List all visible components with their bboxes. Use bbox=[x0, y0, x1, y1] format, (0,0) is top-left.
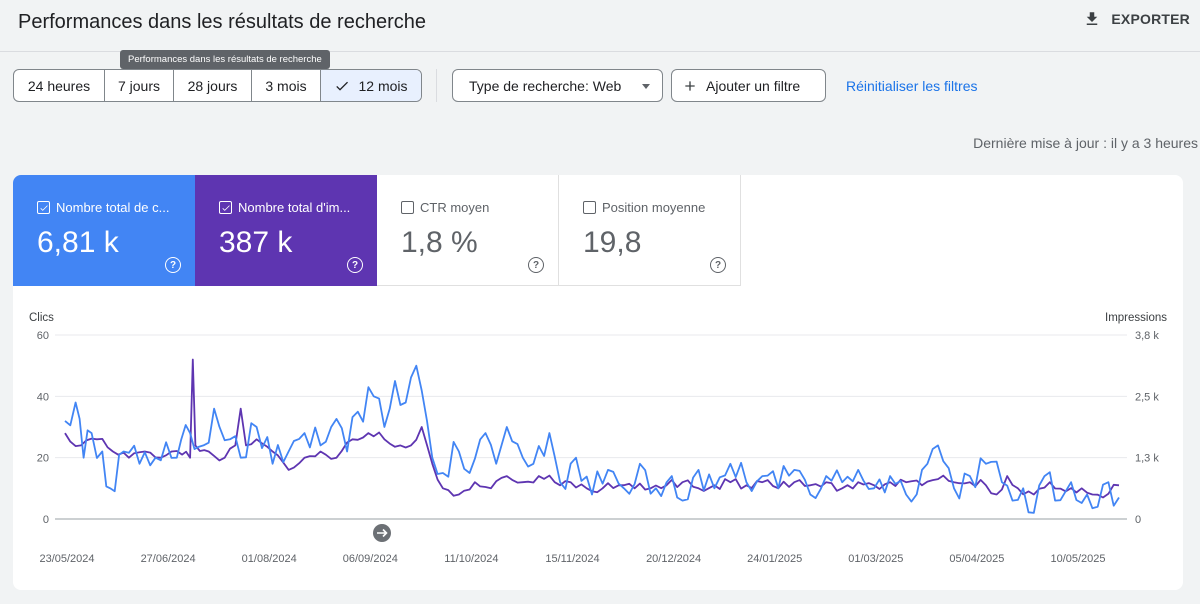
metric-impressions-label: Nombre total d'im... bbox=[238, 200, 351, 215]
range-28d-button[interactable]: 28 jours bbox=[174, 70, 252, 101]
chevron-down-icon bbox=[642, 84, 650, 89]
plus-icon bbox=[685, 80, 695, 91]
metric-clicks[interactable]: Nombre total de c... 6,81 k ? bbox=[13, 175, 195, 286]
tooltip: Performances dans les résultats de reche… bbox=[120, 50, 330, 69]
last-update-text: Dernière mise à jour : il y a 3 heures bbox=[973, 135, 1198, 151]
right-tick-label: 2,5 k bbox=[1135, 391, 1159, 403]
checkbox-checked-icon[interactable] bbox=[219, 201, 232, 214]
impressions-series-line bbox=[64, 358, 1120, 499]
checkbox-unchecked-icon[interactable] bbox=[401, 201, 414, 214]
metric-position-label: Position moyenne bbox=[602, 200, 706, 215]
help-icon[interactable]: ? bbox=[528, 257, 544, 273]
chart-nav-arrow[interactable] bbox=[373, 524, 391, 542]
help-icon[interactable]: ? bbox=[347, 257, 363, 273]
left-tick-label: 40 bbox=[37, 391, 49, 403]
metric-clicks-value: 6,81 k bbox=[37, 226, 119, 259]
range-12m-button[interactable]: 12 mois bbox=[321, 70, 421, 101]
metric-ctr-label: CTR moyen bbox=[420, 200, 490, 215]
x-tick-label: 20/12/2024 bbox=[646, 553, 701, 565]
metric-impressions-value: 387 k bbox=[219, 226, 293, 259]
metric-position[interactable]: Position moyenne 19,8 ? bbox=[559, 175, 741, 286]
x-tick-label: 11/10/2024 bbox=[444, 553, 498, 565]
checkbox-unchecked-icon[interactable] bbox=[583, 201, 596, 214]
range-7d-button[interactable]: 7 jours bbox=[105, 70, 174, 101]
add-filter-label: Ajouter un filtre bbox=[706, 77, 801, 94]
metric-impressions[interactable]: Nombre total d'im... 387 k ? bbox=[195, 175, 377, 286]
search-type-label: Type de recherche: Web bbox=[469, 77, 622, 94]
range-24h-button[interactable]: 24 heures bbox=[14, 70, 105, 101]
add-filter-button[interactable]: Ajouter un filtre bbox=[671, 69, 826, 102]
page-header: Performances dans les résultats de reche… bbox=[0, 0, 1200, 52]
right-tick-label: 3,8 k bbox=[1135, 330, 1159, 342]
help-icon[interactable]: ? bbox=[710, 257, 726, 273]
range-3m-button[interactable]: 3 mois bbox=[252, 70, 321, 101]
metric-clicks-label: Nombre total de c... bbox=[56, 200, 170, 215]
checkbox-checked-icon[interactable] bbox=[37, 201, 50, 214]
left-tick-label: 60 bbox=[37, 330, 49, 342]
page-title: Performances dans les résultats de reche… bbox=[18, 11, 426, 33]
reset-filters-link[interactable]: Réinitialiser les filtres bbox=[846, 78, 978, 94]
metric-position-value: 19,8 bbox=[583, 226, 642, 259]
performance-chart: Clics Impressions 60 3,8 k 40 2,5 k 20 1,3 k 0… bbox=[29, 312, 1167, 565]
clicks-series-line bbox=[64, 364, 1120, 514]
x-tick-label: 10/05/2025 bbox=[1050, 553, 1105, 565]
right-tick-label: 0 bbox=[1135, 514, 1141, 526]
left-tick-label: 0 bbox=[43, 514, 49, 526]
check-icon bbox=[336, 81, 349, 91]
x-tick-label: 01/03/2025 bbox=[848, 553, 903, 565]
right-axis-title: Impressions bbox=[1105, 312, 1167, 324]
toolbar-divider bbox=[436, 69, 437, 102]
x-tick-label: 15/11/2024 bbox=[545, 553, 599, 565]
date-range-selector: 24 heures 7 jours 28 jours 3 mois 12 moi… bbox=[13, 69, 422, 102]
help-icon[interactable]: ? bbox=[165, 257, 181, 273]
x-tick-label: 01/08/2024 bbox=[242, 553, 297, 565]
performance-card: Nombre total de c... 6,81 k ? Nombre tot… bbox=[13, 175, 1183, 590]
left-tick-label: 20 bbox=[37, 453, 49, 465]
metric-ctr-value: 1,8 % bbox=[401, 226, 478, 259]
x-tick-label: 05/04/2025 bbox=[949, 553, 1004, 565]
x-tick-label: 27/06/2024 bbox=[141, 553, 196, 565]
search-type-dropdown[interactable]: Type de recherche: Web bbox=[452, 69, 663, 102]
download-icon bbox=[1087, 12, 1098, 25]
right-tick-label: 1,3 k bbox=[1135, 453, 1159, 465]
export-button[interactable]: EXPORTER bbox=[1083, 10, 1190, 28]
x-tick-label: 23/05/2024 bbox=[39, 553, 94, 565]
left-axis-title: Clics bbox=[29, 312, 54, 324]
x-tick-label: 06/09/2024 bbox=[343, 553, 398, 565]
x-tick-label: 24/01/2025 bbox=[747, 553, 802, 565]
export-label: EXPORTER bbox=[1111, 11, 1190, 27]
metric-ctr[interactable]: CTR moyen 1,8 % ? bbox=[377, 175, 559, 286]
